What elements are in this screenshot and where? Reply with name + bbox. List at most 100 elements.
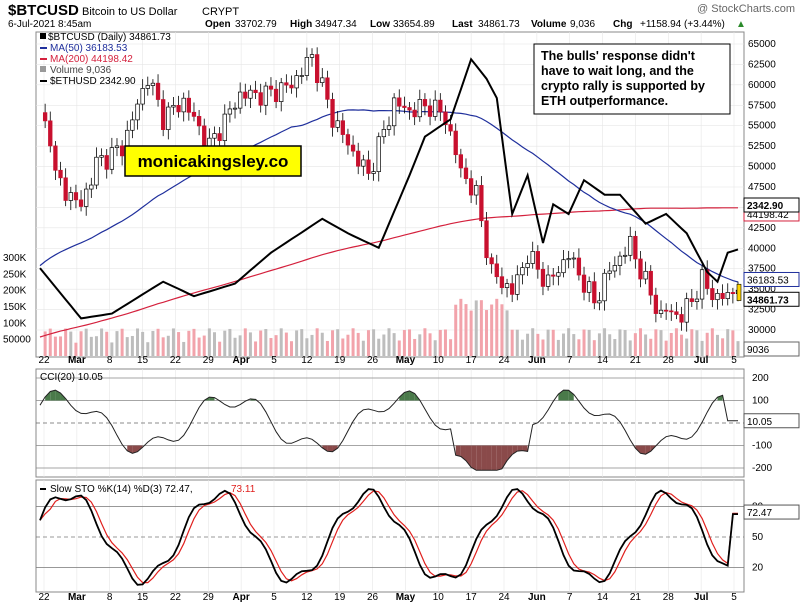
price-tick-label: 42500 — [748, 223, 776, 234]
cci-oversold-fill — [332, 445, 338, 452]
volume-bar — [669, 332, 673, 356]
volume-flag-text: 9036 — [747, 345, 770, 356]
x-tick-label: 14 — [597, 592, 609, 603]
sto-flag: 72.47 — [743, 504, 800, 520]
cci-oversold-fill — [640, 445, 646, 455]
cci-overbought-fill — [50, 390, 56, 401]
candle-body — [109, 147, 115, 170]
volume-bar — [628, 340, 632, 356]
candle-body — [561, 259, 566, 274]
volume-bar — [397, 340, 401, 356]
x-tick-label: 5 — [731, 592, 737, 603]
candle-body — [484, 220, 489, 259]
candle-body — [202, 125, 207, 148]
candle-body — [314, 54, 320, 84]
volume-bar — [366, 330, 370, 356]
volume-bar — [274, 335, 278, 356]
volume-bar — [43, 331, 47, 356]
brand-box[interactable]: monicakingsley.co — [124, 145, 302, 177]
candle-body — [710, 288, 715, 301]
x-tick-label: Jun — [528, 592, 546, 603]
candle-body — [663, 309, 669, 312]
volume-bar — [341, 338, 345, 356]
last-value: 34861.73 — [478, 19, 520, 30]
candle-body — [191, 111, 197, 117]
cci-tick-label: -200 — [752, 463, 772, 474]
price-tick-label: 60000 — [748, 80, 776, 91]
cci-oversold-fill — [491, 445, 497, 471]
candle-body — [361, 159, 366, 167]
candle-body — [176, 105, 181, 113]
x-tick-label: 19 — [334, 592, 346, 603]
annotation-text: The bulls' response didn't have to wait l… — [541, 49, 705, 108]
volume-value: 9,036 — [570, 19, 595, 30]
volume-bar — [361, 340, 365, 356]
candle-body — [730, 292, 736, 294]
candle-body — [227, 108, 233, 115]
candle-body — [104, 155, 109, 170]
volume-bar — [715, 334, 719, 356]
candle-body — [99, 155, 104, 158]
volume-bar — [490, 304, 494, 356]
eth-flag-text: 2342.90 — [747, 201, 784, 212]
volume-bar — [79, 331, 83, 356]
volume-bar — [700, 340, 704, 356]
cci-oversold-fill — [471, 445, 477, 471]
cci-oversold-fill — [512, 445, 518, 455]
volume-bar — [726, 329, 730, 356]
volume-bar — [654, 329, 658, 356]
volume-bar — [649, 338, 653, 356]
candle-body — [540, 268, 546, 287]
candle-body — [325, 77, 330, 100]
x-tick-label: 21 — [630, 355, 642, 366]
volume-bar — [300, 329, 304, 356]
price-tick-label: 52500 — [748, 141, 776, 152]
volume-bar — [449, 339, 453, 356]
candle-body — [684, 298, 689, 323]
x-tick-label: 15 — [137, 592, 149, 603]
symbol-label[interactable]: $BTCUSD — [8, 2, 79, 19]
cci-flag-box — [743, 413, 800, 429]
candle-body — [581, 274, 587, 293]
volume-bar — [644, 334, 648, 356]
volume-bar — [279, 328, 283, 356]
candle-body — [597, 300, 602, 304]
legend-ma50: MA(50) 36183.53 — [50, 43, 128, 54]
cci-oversold-fill — [455, 445, 461, 457]
sto-tick-label: 20 — [752, 563, 764, 574]
candle-body — [474, 185, 479, 196]
volume-bar — [572, 334, 576, 356]
legend-btc: $BTCUSD (Daily) 34861.73 — [48, 32, 171, 43]
candle-body — [520, 267, 525, 276]
volume-bar — [331, 330, 335, 356]
chart-header: $BTCUSD Bitcoin to US Dollar CRYPT @ Sto… — [8, 2, 795, 30]
candle-body — [73, 192, 79, 201]
volume-bar — [269, 338, 273, 356]
candle-body — [628, 235, 633, 256]
candle-body — [504, 283, 510, 288]
volume-bar — [248, 332, 252, 356]
sto-k-line — [39, 488, 738, 586]
sto-flag-text: 72.47 — [747, 508, 772, 519]
x-tick-label: Jul — [694, 355, 709, 366]
volume-bar — [197, 337, 201, 356]
volume-bar — [618, 329, 622, 356]
volume-bar — [705, 332, 709, 356]
volume-bar — [592, 340, 596, 356]
legend-ma200: MA(200) 44198.42 — [50, 54, 133, 65]
price-tick-label: 65000 — [748, 39, 776, 50]
price-tick-label: 47500 — [748, 182, 776, 193]
volume-bar — [59, 336, 63, 356]
volume-bar — [613, 339, 617, 356]
candle-body — [592, 281, 597, 304]
last-candle-highlight — [736, 283, 742, 301]
volume-bar — [151, 330, 155, 356]
x-tick-label: 17 — [466, 592, 478, 603]
candle-body — [171, 105, 176, 108]
candle-body — [166, 106, 171, 130]
candle-body — [453, 130, 458, 156]
candle-body — [309, 54, 315, 58]
cci-overbought-fill — [45, 391, 51, 401]
x-tick-label: 22 — [38, 592, 50, 603]
cci-overbought-fill — [399, 392, 405, 401]
